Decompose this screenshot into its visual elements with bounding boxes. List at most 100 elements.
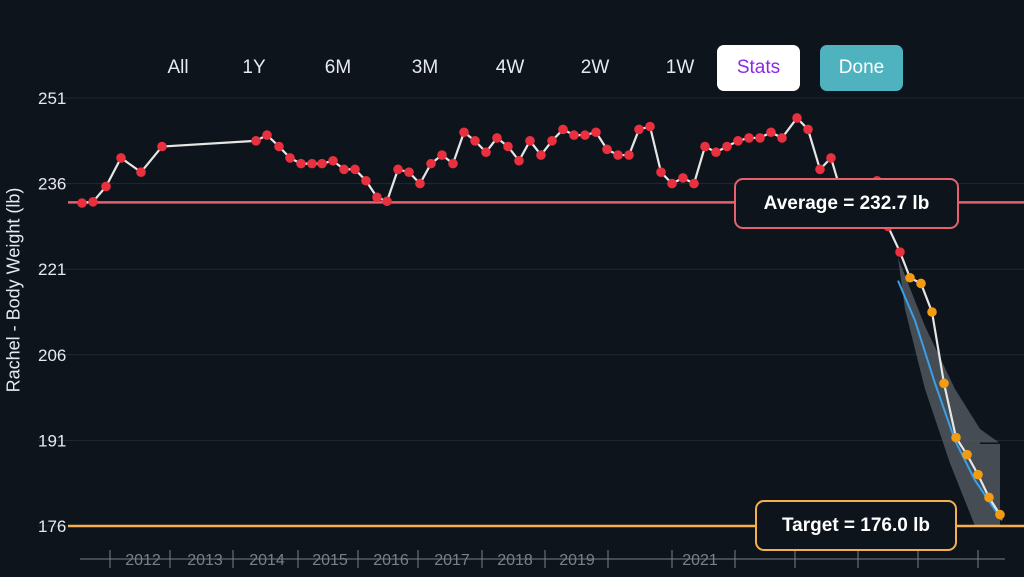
- projected-point: [939, 378, 949, 389]
- range-6m[interactable]: 6M: [324, 57, 352, 78]
- x-tick-label: 2021: [682, 552, 718, 569]
- weight-point: [470, 136, 480, 146]
- weight-point: [602, 144, 612, 155]
- range-2w[interactable]: 2W: [580, 57, 610, 78]
- x-tick-label: 2016: [373, 552, 409, 569]
- projected-point: [916, 278, 926, 289]
- weight-point: [274, 141, 284, 152]
- target-label: Target = 176.0 lb: [755, 500, 957, 551]
- weight-point: [361, 175, 371, 186]
- weight-point: [525, 136, 535, 146]
- x-tick-label: 2015: [312, 552, 348, 569]
- weight-point: [744, 133, 754, 143]
- weight-point: [296, 158, 306, 169]
- weight-point: [307, 158, 317, 169]
- average-label: Average = 232.7 lb: [734, 178, 959, 229]
- weight-point: [895, 247, 905, 257]
- weight-point: [711, 147, 721, 158]
- weight-point: [755, 133, 765, 143]
- weight-point: [448, 158, 458, 169]
- x-tick-label: 2014: [249, 552, 285, 569]
- y-tick-label: 221: [38, 260, 66, 279]
- range-3m[interactable]: 3M: [411, 57, 439, 78]
- weight-point: [372, 192, 382, 203]
- projected-point: [984, 492, 994, 503]
- projection-band: [898, 257, 1000, 526]
- weight-point: [136, 167, 146, 177]
- range-all[interactable]: All: [167, 57, 189, 78]
- projected-point: [973, 469, 983, 480]
- weight-point: [503, 141, 513, 152]
- y-tick-label: 251: [38, 89, 66, 108]
- weight-point: [792, 113, 802, 123]
- weight-point: [88, 197, 98, 207]
- y-tick-label: 176: [38, 517, 66, 536]
- weight-point: [656, 167, 666, 177]
- y-axis-label: Rachel - Body Weight (lb): [3, 187, 24, 393]
- weight-point: [382, 196, 392, 207]
- projected-point: [995, 509, 1005, 520]
- weight-point: [634, 124, 644, 135]
- weight-point: [722, 141, 732, 152]
- time-range-bar: All 1Y 6M 3M 4W 2W 1W Stats Done: [0, 45, 1024, 91]
- range-4w[interactable]: 4W: [495, 57, 525, 78]
- weight-point: [591, 127, 601, 138]
- weight-point: [101, 181, 111, 192]
- range-1y[interactable]: 1Y: [242, 57, 266, 78]
- done-button[interactable]: Done: [820, 45, 903, 91]
- weight-point: [262, 130, 272, 140]
- weight-point: [77, 198, 87, 208]
- weight-point: [492, 133, 502, 143]
- weight-point: [317, 158, 327, 169]
- y-tick-label: 191: [38, 431, 66, 450]
- weight-point: [437, 150, 447, 160]
- weight-point: [481, 147, 491, 158]
- weight-point: [339, 164, 349, 175]
- weight-point: [404, 167, 414, 177]
- weight-point: [514, 155, 524, 166]
- x-tick-label: 2019: [559, 552, 595, 569]
- weight-point: [624, 150, 634, 160]
- projected-point: [905, 272, 915, 283]
- x-tick-label: 2018: [497, 552, 533, 569]
- trend-line: [897, 280, 1003, 521]
- weight-point: [689, 178, 699, 189]
- projected-point: [962, 449, 972, 460]
- weight-point: [116, 153, 126, 163]
- weight-point: [328, 155, 338, 166]
- weight-point: [613, 150, 623, 160]
- weight-point: [815, 164, 825, 175]
- weight-point: [426, 158, 436, 169]
- weight-point: [558, 124, 568, 135]
- weight-point: [415, 178, 425, 189]
- weight-point: [733, 136, 743, 146]
- weight-point: [350, 164, 360, 175]
- weight-point: [826, 153, 836, 163]
- weight-point: [803, 124, 813, 135]
- weight-point: [251, 136, 261, 146]
- weight-point: [459, 127, 469, 138]
- weight-point: [547, 136, 557, 146]
- weight-point: [580, 130, 590, 140]
- x-tick-label: 2017: [434, 552, 470, 569]
- weight-point: [777, 133, 787, 143]
- weight-point: [569, 130, 579, 140]
- weight-point: [667, 178, 677, 189]
- projected-point: [951, 432, 961, 443]
- y-tick-label: 236: [38, 175, 66, 194]
- range-1w[interactable]: 1W: [665, 57, 695, 78]
- weight-point: [393, 164, 403, 175]
- y-tick-label: 206: [38, 346, 66, 365]
- x-tick-label: 2012: [125, 552, 161, 569]
- weight-point: [157, 141, 167, 152]
- weight-point: [700, 141, 710, 152]
- weight-point: [536, 150, 546, 160]
- stats-button[interactable]: Stats: [717, 45, 800, 91]
- weight-point: [285, 153, 295, 163]
- x-tick-label: 2013: [187, 552, 223, 569]
- weight-point: [645, 121, 655, 132]
- weight-point: [766, 127, 776, 138]
- weight-point: [678, 173, 688, 183]
